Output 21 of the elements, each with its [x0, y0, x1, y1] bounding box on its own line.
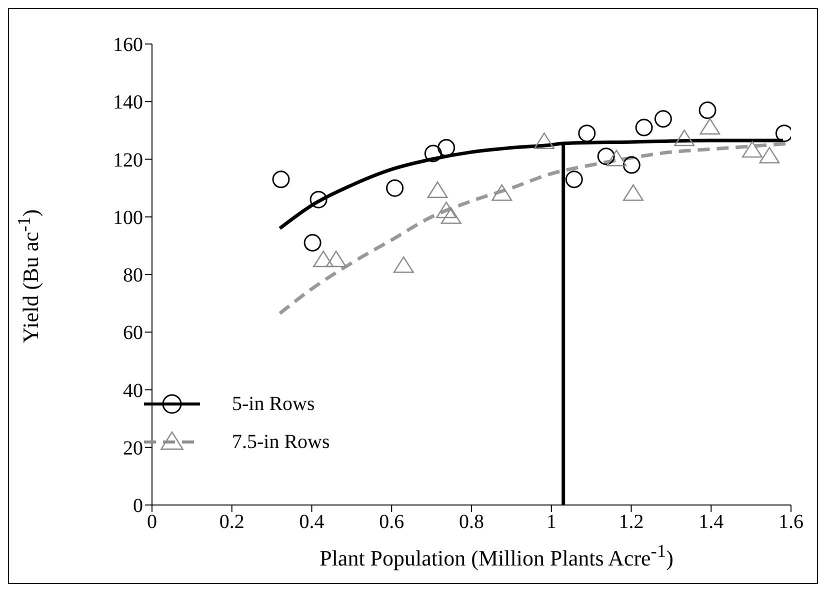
x-tick-label: 1.6: [778, 511, 804, 534]
x-tick-label: 0.6: [379, 511, 404, 534]
x-tick-label: 0.4: [299, 511, 324, 534]
y-tick-label: 0: [133, 495, 143, 518]
x-tick-label: 0.2: [219, 511, 244, 534]
legend-label: 5-in Rows: [232, 392, 315, 416]
legend-label: 7.5-in Rows: [232, 430, 330, 454]
y-tick-label: 80: [123, 264, 143, 287]
y-tick-label: 40: [123, 380, 143, 402]
x-tick-label: 0.8: [459, 511, 484, 534]
y-tick-label: 120: [113, 149, 143, 172]
y-tick-label: 60: [123, 322, 143, 344]
x-tick-label: 1.2: [618, 511, 644, 534]
y-tick-label: 20: [123, 437, 143, 460]
y-tick-label: 160: [113, 34, 143, 56]
x-tick-label: 1.4: [698, 511, 724, 534]
x-tick-label: 1: [546, 511, 556, 534]
y-tick-label: 100: [113, 206, 143, 229]
x-tick-label: 0: [147, 511, 157, 534]
y-tick-label: 140: [113, 92, 143, 114]
x-axis-title: Plant Population (Million Plants Acre$^{-1}$): [318, 541, 674, 572]
